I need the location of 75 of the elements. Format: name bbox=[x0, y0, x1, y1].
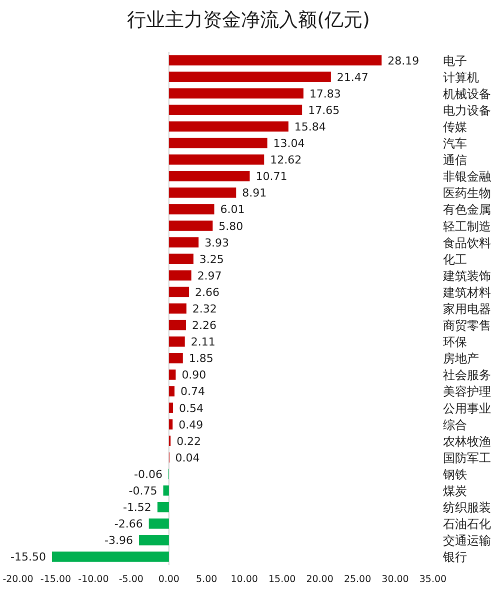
y-tick-label: 电力设备 bbox=[443, 103, 491, 118]
data-label: 0.54 bbox=[178, 402, 204, 415]
y-tick-label: 轻工制造 bbox=[443, 219, 491, 234]
data-label: 8.91 bbox=[242, 186, 267, 200]
y-tick-label: 房地产 bbox=[443, 352, 479, 366]
x-tick-label: -10.00 bbox=[78, 574, 109, 585]
data-label: 10.71 bbox=[256, 170, 288, 184]
y-tick-label: 医药生物 bbox=[443, 186, 491, 200]
data-label: -0.06 bbox=[134, 468, 162, 481]
data-label: 15.84 bbox=[294, 120, 326, 134]
y-tick-label: 建筑装饰 bbox=[442, 268, 491, 283]
y-tick-label: 商贸零售 bbox=[443, 318, 491, 333]
y-tick-label: 综合 bbox=[443, 418, 467, 432]
y-tick-label: 石油石化 bbox=[443, 517, 491, 532]
data-label: 0.04 bbox=[175, 451, 200, 464]
data-label: 0.49 bbox=[178, 418, 204, 432]
y-tick-label: 美容护理 bbox=[443, 384, 491, 399]
x-tick-label: 10.00 bbox=[230, 574, 258, 585]
y-tick-label: 交通运输 bbox=[443, 534, 491, 548]
data-label: -15.50 bbox=[10, 550, 46, 564]
data-label: 12.62 bbox=[270, 154, 302, 167]
data-label: 2.32 bbox=[192, 302, 217, 316]
y-tick-label: 纺织服装 bbox=[443, 500, 491, 515]
data-label: 5.80 bbox=[218, 220, 244, 233]
y-tick-label: 电子 bbox=[443, 54, 467, 68]
y-tick-label: 钢铁 bbox=[442, 467, 467, 482]
y-tick-label: 化工 bbox=[443, 252, 467, 266]
y-tick-label: 机械设备 bbox=[443, 86, 491, 101]
data-label: 3.93 bbox=[204, 236, 230, 250]
data-label: 0.22 bbox=[176, 434, 202, 448]
data-label: 2.97 bbox=[197, 269, 222, 282]
data-label: -2.66 bbox=[114, 518, 143, 531]
x-tick-label: 35.00 bbox=[419, 574, 447, 585]
y-tick-label: 非银金融 bbox=[443, 170, 491, 184]
y-tick-label: 通信 bbox=[443, 153, 467, 168]
x-tick-label: -15.00 bbox=[40, 574, 72, 585]
data-label: 2.26 bbox=[192, 319, 216, 332]
data-label: -3.96 bbox=[104, 534, 134, 548]
y-tick-label: 国防军工 bbox=[443, 450, 491, 465]
data-label: 17.65 bbox=[308, 104, 340, 117]
y-tick-label: 农林牧渔 bbox=[443, 434, 491, 448]
data-label: 21.47 bbox=[336, 70, 368, 84]
y-tick-label: 有色金属 bbox=[443, 202, 491, 217]
y-tick-label: 公用事业 bbox=[443, 401, 491, 416]
data-label: 13.04 bbox=[273, 137, 305, 150]
title: 行业主力资金净流入额(亿元) bbox=[127, 9, 370, 31]
y-tick-label: 计算机 bbox=[443, 70, 479, 84]
data-label: 1.85 bbox=[188, 352, 214, 366]
y-tick-label: 家用电器 bbox=[443, 302, 491, 316]
x-tick-label: 25.00 bbox=[344, 574, 372, 585]
data-label: 17.83 bbox=[309, 87, 341, 100]
y-tick-label: 银行 bbox=[442, 550, 467, 564]
y-tick-label: 建筑材料 bbox=[442, 285, 491, 300]
x-tick-label: 30.00 bbox=[382, 574, 409, 585]
x-tick-label: 5.00 bbox=[196, 574, 218, 585]
data-label: 3.25 bbox=[199, 252, 224, 266]
y-tick-label: 煤炭 bbox=[443, 484, 467, 498]
data-label: 6.01 bbox=[220, 203, 245, 216]
x-tick-label: 15.00 bbox=[268, 574, 296, 585]
data-label: 2.11 bbox=[190, 336, 216, 349]
x-tick-label: 20.00 bbox=[306, 574, 334, 585]
y-tick-label: 社会服务 bbox=[443, 368, 491, 382]
data-label: 28.19 bbox=[388, 54, 420, 68]
data-label: -0.75 bbox=[128, 484, 158, 498]
x-tick-label: -5.00 bbox=[118, 574, 144, 585]
data-label: 0.90 bbox=[182, 368, 206, 382]
y-tick-label: 汽车 bbox=[443, 136, 467, 151]
x-tick-label: 0.00 bbox=[158, 574, 180, 585]
y-tick-label: 传媒 bbox=[443, 120, 467, 134]
x-tick-label: -20.00 bbox=[2, 574, 34, 585]
y-tick-label: 环保 bbox=[443, 335, 467, 350]
y-tick-label: 食品饮料 bbox=[443, 236, 491, 250]
data-label: -1.52 bbox=[122, 501, 152, 514]
data-label: 2.66 bbox=[194, 286, 220, 299]
data-label: 0.74 bbox=[180, 385, 205, 398]
